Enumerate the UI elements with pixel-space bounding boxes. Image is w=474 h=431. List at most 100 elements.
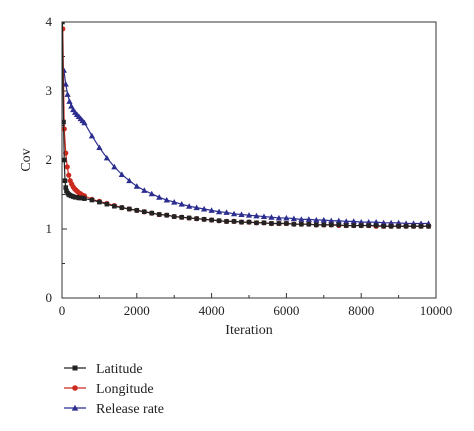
legend: Latitude Longitude Release rate	[64, 362, 164, 417]
data-point-latitude	[411, 223, 416, 229]
data-point-latitude	[89, 197, 95, 203]
data-point-release-rate	[208, 207, 215, 213]
data-point-longitude	[64, 164, 70, 170]
data-point-latitude	[388, 223, 394, 229]
data-point-release-rate	[88, 132, 96, 139]
legend-marker	[72, 365, 78, 371]
y-tick-label: 2	[46, 152, 53, 167]
data-point-release-rate	[62, 81, 69, 87]
data-point-release-rate	[260, 213, 268, 220]
data-point-latitude	[418, 223, 424, 229]
data-point-release-rate	[253, 212, 260, 219]
legend-marker	[72, 385, 78, 391]
data-point-latitude	[209, 217, 214, 223]
data-point-release-rate	[395, 219, 402, 226]
legend-item-latitude: Latitude	[64, 362, 143, 377]
data-point-latitude	[119, 205, 125, 210]
data-point-latitude	[171, 214, 177, 219]
data-point-latitude	[403, 223, 409, 229]
data-point-latitude	[321, 222, 327, 228]
data-point-latitude	[328, 222, 334, 228]
data-point-release-rate	[373, 219, 380, 225]
series-line-release-rate	[63, 70, 429, 225]
data-point-release-rate	[223, 209, 230, 215]
data-point-release-rate	[238, 211, 245, 217]
legend-label-release-rate: Release rate	[96, 402, 164, 417]
data-point-latitude	[127, 206, 132, 212]
series-release-rate	[62, 67, 432, 226]
data-point-release-rate	[380, 219, 387, 226]
data-point-release-rate	[186, 203, 193, 209]
data-point-release-rate	[335, 217, 342, 224]
x-tick-label: 10000	[420, 303, 453, 318]
data-point-latitude	[314, 222, 319, 228]
data-point-latitude	[216, 218, 222, 224]
data-point-release-rate	[148, 190, 155, 197]
data-point-latitude	[366, 223, 371, 228]
data-point-latitude	[97, 199, 102, 205]
data-point-latitude	[336, 222, 342, 228]
data-point-release-rate	[328, 217, 335, 224]
data-point-latitude	[351, 223, 357, 228]
data-point-latitude	[261, 220, 267, 226]
data-point-release-rate	[156, 194, 163, 200]
data-point-latitude	[62, 157, 67, 163]
axes: 0 2000 4000 6000 8000 10000 0 1 2 3 4	[46, 14, 453, 318]
x-tick-label: 2000	[124, 303, 150, 318]
data-point-release-rate	[313, 216, 320, 223]
data-point-latitude	[104, 201, 110, 207]
legend-marker	[71, 404, 79, 411]
data-point-release-rate	[141, 187, 148, 193]
data-point-latitude	[276, 221, 282, 226]
data-point-latitude	[164, 212, 170, 218]
data-point-release-rate	[388, 219, 395, 226]
data-point-release-rate	[81, 119, 88, 126]
data-point-release-rate	[268, 214, 275, 220]
data-point-latitude	[62, 119, 66, 125]
x-tick-label: 0	[59, 303, 66, 318]
data-point-release-rate	[350, 218, 357, 224]
plot-area	[62, 22, 432, 229]
legend-item-longitude: Longitude	[64, 382, 154, 397]
data-point-release-rate	[163, 196, 170, 203]
data-point-release-rate	[245, 212, 253, 218]
data-point-latitude	[231, 219, 237, 224]
data-point-latitude	[149, 210, 155, 216]
series-latitude	[62, 22, 431, 229]
data-point-latitude	[246, 219, 252, 225]
x-tick-label: 6000	[273, 303, 299, 318]
data-point-latitude	[284, 221, 289, 226]
data-point-release-rate	[343, 218, 350, 224]
data-point-latitude	[358, 223, 364, 228]
y-tick-label: 1	[46, 221, 53, 236]
data-point-latitude	[381, 223, 386, 229]
y-tick-label: 3	[46, 83, 53, 98]
data-point-latitude	[82, 196, 87, 201]
data-point-release-rate	[193, 204, 200, 211]
data-point-latitude	[269, 221, 274, 226]
data-point-release-rate	[133, 183, 140, 189]
data-point-release-rate	[365, 219, 372, 225]
data-point-latitude	[112, 203, 117, 209]
series-longitude	[62, 26, 432, 229]
data-point-release-rate	[178, 201, 185, 207]
y-tick-label: 0	[46, 290, 53, 305]
data-point-latitude	[343, 223, 349, 228]
data-point-latitude	[299, 221, 304, 227]
series-line-latitude	[62, 22, 429, 227]
x-tick-label: 8000	[348, 303, 374, 318]
data-point-latitude	[224, 219, 229, 224]
data-point-latitude	[396, 223, 401, 229]
data-point-release-rate	[64, 91, 71, 97]
plot-frame	[61, 21, 437, 299]
data-point-release-rate	[118, 171, 125, 177]
data-point-latitude	[201, 217, 207, 222]
data-point-release-rate	[320, 216, 327, 223]
data-point-latitude	[426, 223, 431, 229]
legend-label-longitude: Longitude	[96, 382, 154, 397]
data-point-release-rate	[275, 214, 283, 221]
data-point-release-rate	[283, 214, 290, 221]
data-point-release-rate	[126, 177, 133, 184]
data-point-latitude	[306, 221, 312, 227]
